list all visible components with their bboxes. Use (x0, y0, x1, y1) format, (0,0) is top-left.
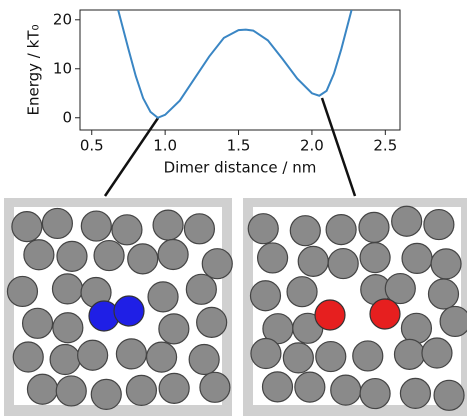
particle (392, 206, 422, 236)
particle (56, 376, 86, 406)
particle (431, 249, 461, 279)
particle (295, 372, 325, 402)
particle (202, 249, 232, 279)
particle (200, 372, 230, 402)
particle (189, 344, 219, 374)
particle (159, 314, 189, 344)
particle-panels (4, 198, 467, 416)
particle (401, 313, 431, 343)
particle (428, 279, 458, 309)
particle (78, 340, 108, 370)
particle (298, 246, 328, 276)
particle (251, 339, 281, 369)
particle (394, 339, 424, 369)
particle (440, 306, 467, 336)
particle (148, 282, 178, 312)
particle (81, 211, 111, 241)
axes-frame (80, 10, 400, 130)
y-tick-label: 0 (62, 108, 72, 126)
particle (290, 216, 320, 246)
x-tick-label: 1.0 (153, 137, 177, 155)
particle (248, 214, 278, 244)
particle (158, 240, 188, 270)
particle (422, 338, 452, 368)
particle (112, 215, 142, 245)
particle (186, 274, 216, 304)
y-axis-label: Energy / kT₀ (25, 25, 43, 116)
y-tick-label: 10 (53, 59, 72, 77)
particle (126, 375, 156, 405)
particle (400, 378, 430, 408)
particle (328, 249, 358, 279)
particle (53, 313, 83, 343)
particle (57, 241, 87, 271)
particle (24, 240, 54, 270)
particle (42, 208, 72, 238)
particle (424, 210, 454, 240)
particle (13, 342, 43, 372)
particle (287, 277, 317, 307)
particle (50, 345, 80, 375)
x-axis-label: Dimer distance / nm (164, 159, 317, 177)
dimer-particle (114, 296, 144, 326)
x-tick-label: 2.0 (300, 137, 324, 155)
particle (52, 274, 82, 304)
particle (116, 339, 146, 369)
particle (94, 241, 124, 271)
particle (250, 281, 280, 311)
particle (434, 380, 464, 410)
particle (23, 308, 53, 338)
particle (159, 373, 189, 403)
particle (360, 243, 390, 273)
x-tick-label: 1.5 (227, 137, 251, 155)
connector (322, 98, 355, 196)
particle (316, 342, 346, 372)
particle (353, 341, 383, 371)
x-tick-label: 0.5 (80, 137, 104, 155)
particle (147, 342, 177, 372)
figure: Dimer distance / nm Energy / kT₀ 0.5 1.0 1… (0, 0, 467, 418)
particle (91, 379, 121, 409)
particle (184, 214, 214, 244)
particle (258, 243, 288, 273)
particle (153, 210, 183, 240)
particle (359, 212, 389, 242)
particle (262, 372, 292, 402)
particle (283, 343, 313, 373)
y-tick-label: 20 (53, 10, 72, 28)
energy-curve (118, 10, 351, 118)
x-tick-label: 2.5 (373, 137, 397, 155)
particle (12, 212, 42, 242)
particle (331, 375, 361, 405)
particle (128, 244, 158, 274)
particle (385, 274, 415, 304)
dimer-particle (370, 299, 400, 329)
particle (7, 276, 37, 306)
particle (197, 307, 227, 337)
particle (27, 374, 57, 404)
particle (360, 379, 390, 409)
particle (402, 243, 432, 273)
dimer-particle (315, 300, 345, 330)
particle (326, 215, 356, 245)
